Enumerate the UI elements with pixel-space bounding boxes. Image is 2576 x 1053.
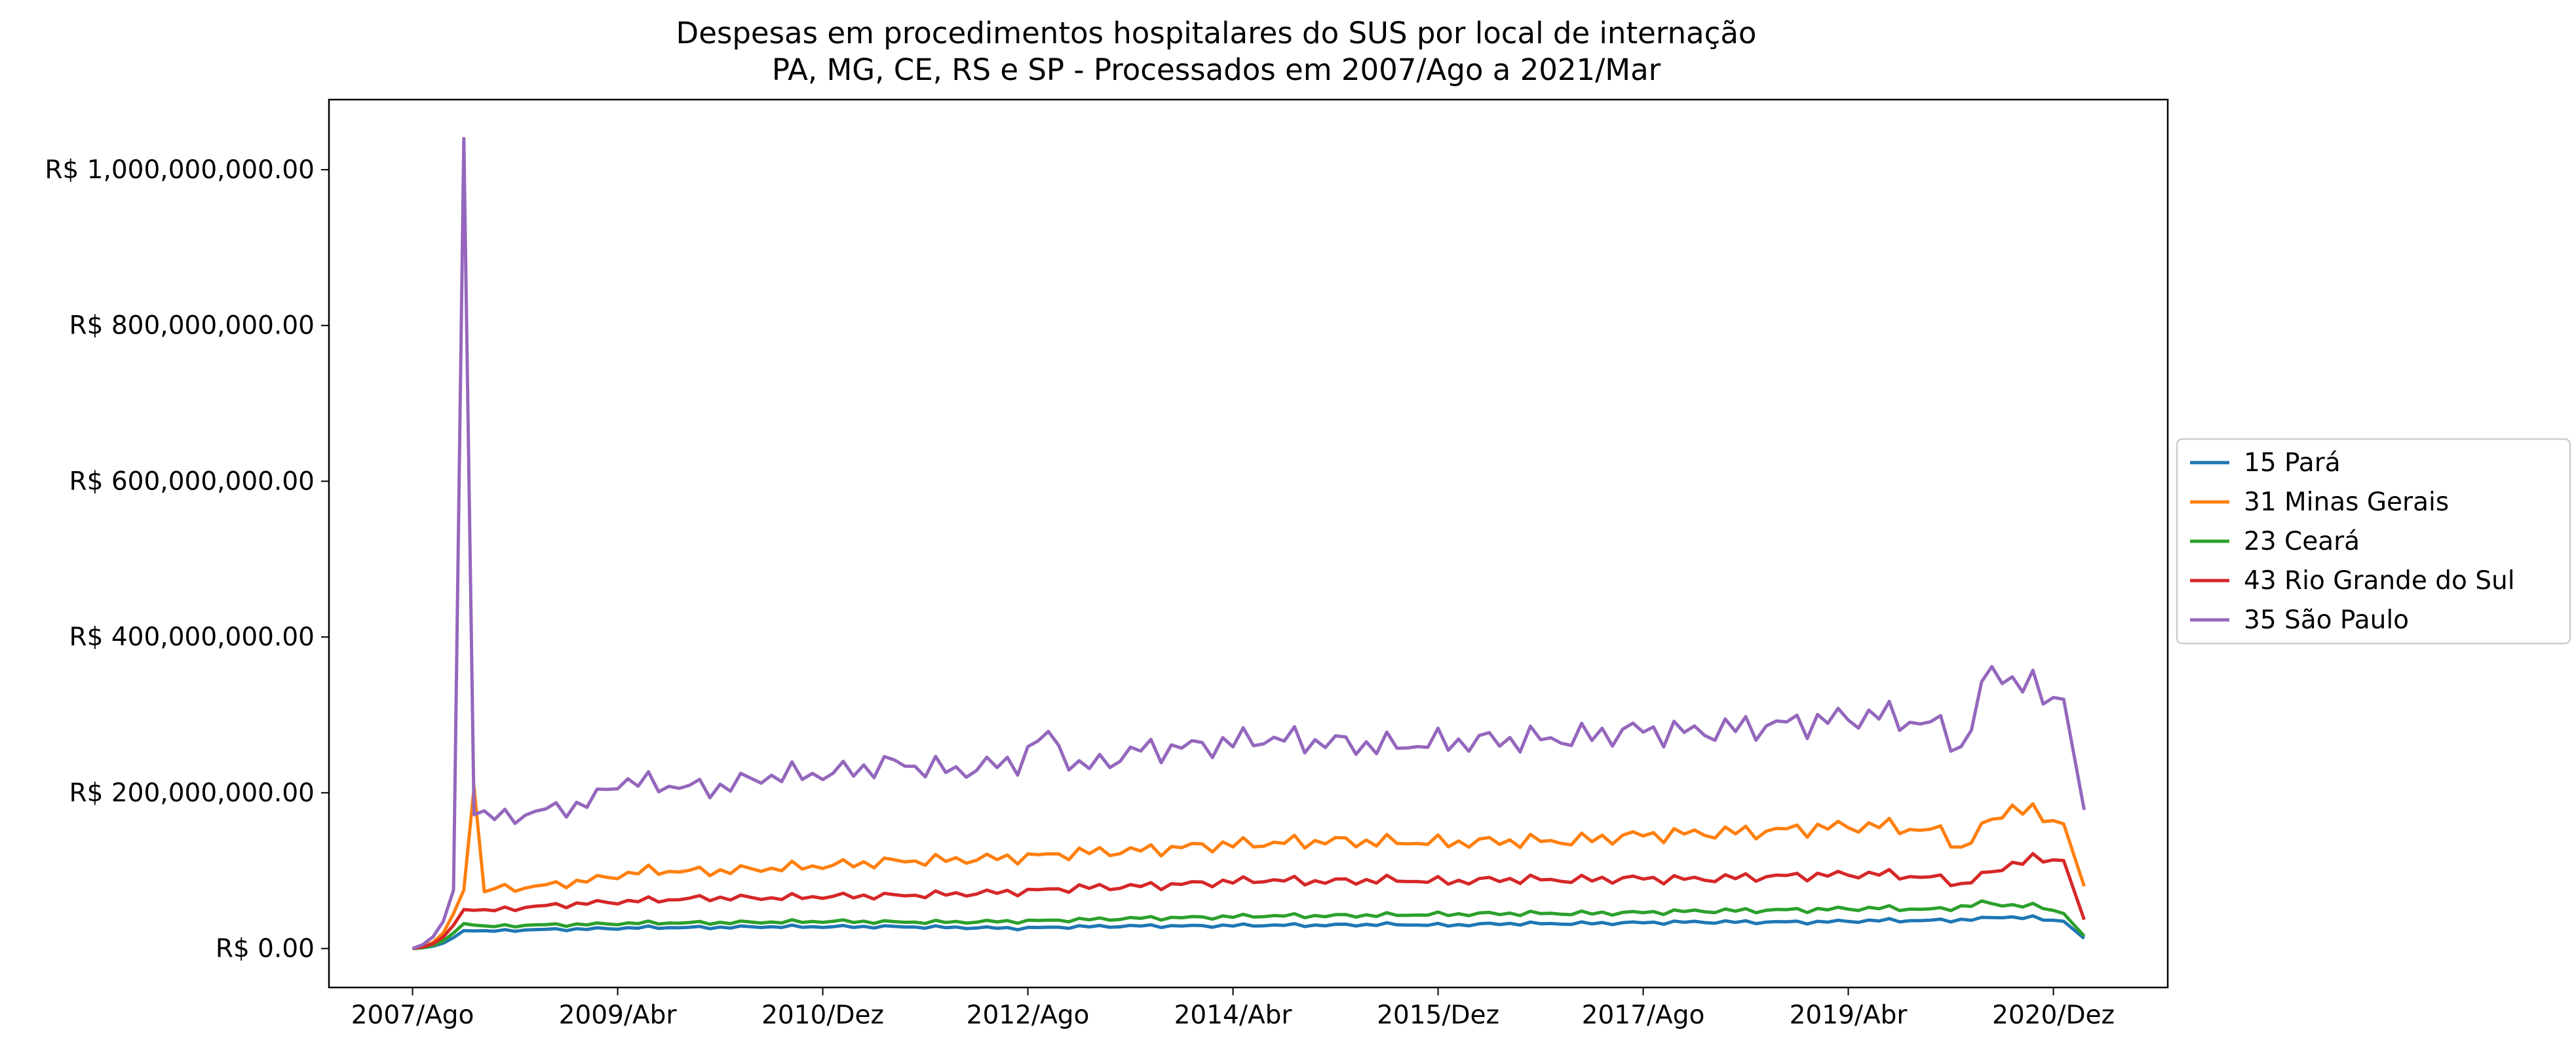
x-tick-label: 2020/Dez	[1992, 1001, 2115, 1030]
series-group	[412, 136, 2086, 951]
x-tick-label: 2010/Dez	[761, 1001, 884, 1030]
legend-label: 15 Pará	[2244, 448, 2341, 478]
legend-label: 23 Ceará	[2244, 527, 2360, 556]
legend: 15 Pará 31 Minas Gerais 23 Ceará 43 Rio Gra…	[2176, 438, 2571, 645]
series-line	[412, 899, 2086, 951]
series-line	[412, 786, 2086, 951]
y-tick-label: R$ 0.00	[216, 934, 315, 964]
chart-title: Despesas em procedimentos hospitalares d…	[676, 16, 1757, 50]
y-axis: R$ 0.00 R$ 200,000,000.00 R$ 400,000,000.0…	[45, 155, 329, 964]
y-tick-label: R$ 600,000,000.00	[69, 467, 315, 496]
y-tick-label: R$ 800,000,000.00	[69, 311, 315, 341]
chart-subtitle: PA, MG, CE, RS e SP - Processados em 200…	[772, 52, 1661, 87]
legend-box	[2176, 438, 2571, 645]
plot-area-frame	[328, 98, 2169, 989]
x-tick-label: 2017/Ago	[1582, 1001, 1705, 1030]
legend-label: 31 Minas Gerais	[2244, 488, 2449, 517]
x-tick-label: 2012/Ago	[967, 1001, 1090, 1030]
x-tick-label: 2007/Ago	[351, 1001, 474, 1030]
series-line	[412, 914, 2086, 951]
x-axis: 2007/Ago 2009/Abr 2010/Dez 2012/Ago 2014/Abr…	[351, 987, 2115, 1030]
series-line	[412, 852, 2086, 951]
x-tick-label: 2014/Abr	[1174, 1001, 1293, 1030]
y-tick-label: R$ 400,000,000.00	[69, 622, 315, 652]
legend-label: 43 Rio Grande do Sul	[2244, 566, 2515, 596]
series-line	[412, 136, 2086, 950]
legend-label: 35 São Paulo	[2244, 605, 2409, 635]
x-tick-label: 2015/Dez	[1377, 1001, 1499, 1030]
x-tick-label: 2009/Abr	[559, 1001, 678, 1030]
y-tick-label: R$ 200,000,000.00	[69, 778, 315, 808]
y-tick-label: R$ 1,000,000,000.00	[45, 155, 315, 185]
x-tick-label: 2019/Abr	[1790, 1001, 1908, 1030]
